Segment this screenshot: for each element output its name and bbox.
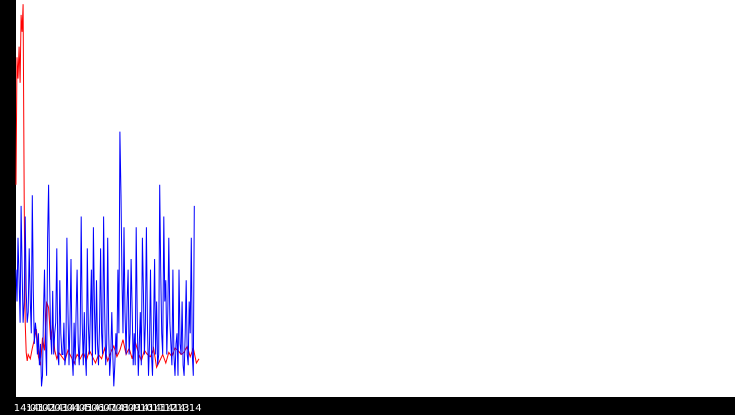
y-tick-label: 0 xyxy=(3,394,14,400)
y-tick-label: 74 xyxy=(3,234,14,247)
series-line-2 xyxy=(15,131,195,387)
x-tick-label: 14:03 xyxy=(38,403,67,414)
x-tick-label: 14:07 xyxy=(87,403,116,414)
series-layer xyxy=(15,4,200,387)
x-tick-label: 14:05 xyxy=(63,403,92,414)
x-tick-label: 14:13 xyxy=(161,403,190,414)
x-tick-label: 14:09 xyxy=(112,403,141,414)
x-tick-label: 14:06 xyxy=(75,403,104,414)
x-tick-label: 14:11 xyxy=(136,403,165,414)
y-tick-label: 37 xyxy=(3,312,14,325)
y-tick-label: 112 xyxy=(3,150,14,169)
y-tick-label: 168 xyxy=(3,31,14,50)
x-tick-label: 14:04 xyxy=(50,403,79,414)
x-axis-band xyxy=(0,397,735,415)
x-tick-label: 14:10 xyxy=(124,403,153,414)
y-tick-label: 130 xyxy=(3,111,14,130)
series-line-1 xyxy=(15,4,200,369)
plot-area xyxy=(16,0,735,397)
x-tick-labels: 14:0114:0214:0314:0414:0514:0614:0714:08… xyxy=(14,403,202,414)
y-tick-labels: 0 18 37 56 74 93 112 130 149 168 187 xyxy=(3,0,14,400)
x-tick-label: 14:01 xyxy=(14,403,43,414)
y-tick-label: 93 xyxy=(3,193,14,206)
y-tick-label: 56 xyxy=(3,272,14,285)
y-tick-label: 18 xyxy=(3,352,14,365)
y-axis-band xyxy=(0,0,16,415)
y-tick-label: 149 xyxy=(3,71,14,90)
x-tick-label: 14:02 xyxy=(26,403,55,414)
x-tick-label: 14:08 xyxy=(99,403,128,414)
x-tick-label: 14:12 xyxy=(148,403,177,414)
y-tick-label: 187 xyxy=(3,0,14,10)
x-tick-label: 14:14 xyxy=(173,403,202,414)
